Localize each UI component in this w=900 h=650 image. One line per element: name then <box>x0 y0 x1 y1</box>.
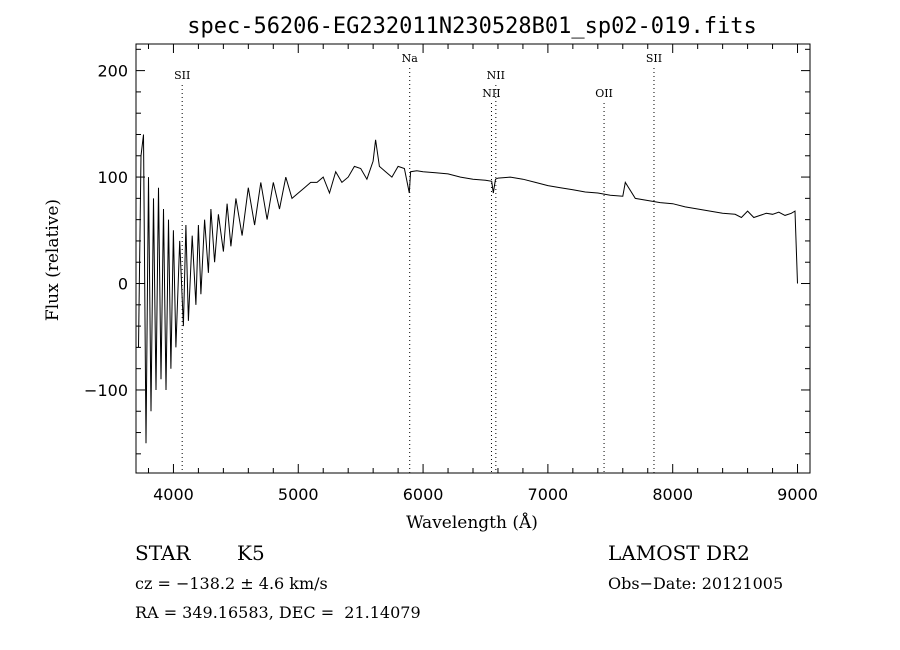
spectral-line-markers: SII Na NII NII OII SII <box>174 52 662 473</box>
spectral-line-label: SII <box>646 52 662 65</box>
y-axis-label: Flux (relative) <box>43 199 63 321</box>
x-tick-label: 7000 <box>528 485 569 504</box>
coordinates: RA = 349.16583, DEC = 21.14079 <box>135 603 421 622</box>
chart-title: spec-56206-EG232011N230528B01_sp02-019.f… <box>187 14 757 39</box>
x-axis-label: Wavelength (Å) <box>406 512 538 533</box>
spectrum-line <box>138 134 798 444</box>
x-tick-label: 8000 <box>652 485 693 504</box>
x-tick-label: 6000 <box>403 485 444 504</box>
spectral-line-label: SII <box>174 69 190 82</box>
spectral-line-label: OII <box>595 87 613 100</box>
object-subclass: K5 <box>237 541 265 565</box>
y-tick-label: −100 <box>84 381 128 400</box>
observation-date: Obs−Date: 20121005 <box>608 574 784 593</box>
redshift-cz: cz = −138.2 ± 4.6 km/s <box>135 574 328 593</box>
x-tick-label: 4000 <box>153 485 194 504</box>
y-tick-label: 0 <box>118 275 128 294</box>
x-tick-label: 5000 <box>278 485 319 504</box>
x-axis: 4000 5000 6000 7000 8000 9000 <box>147 44 818 504</box>
y-axis: −100 0 100 200 <box>84 48 810 455</box>
y-tick-label: 100 <box>97 168 128 187</box>
x-tick-label: 9000 <box>777 485 818 504</box>
spectral-line-label: Na <box>402 52 419 65</box>
spectral-line-label: NII <box>482 87 500 100</box>
y-tick-label: 200 <box>97 62 128 81</box>
survey-name: LAMOST DR2 <box>608 541 750 565</box>
spectral-line-label: NII <box>487 69 505 82</box>
object-class: STAR <box>135 541 191 565</box>
plot-frame <box>135 43 811 474</box>
